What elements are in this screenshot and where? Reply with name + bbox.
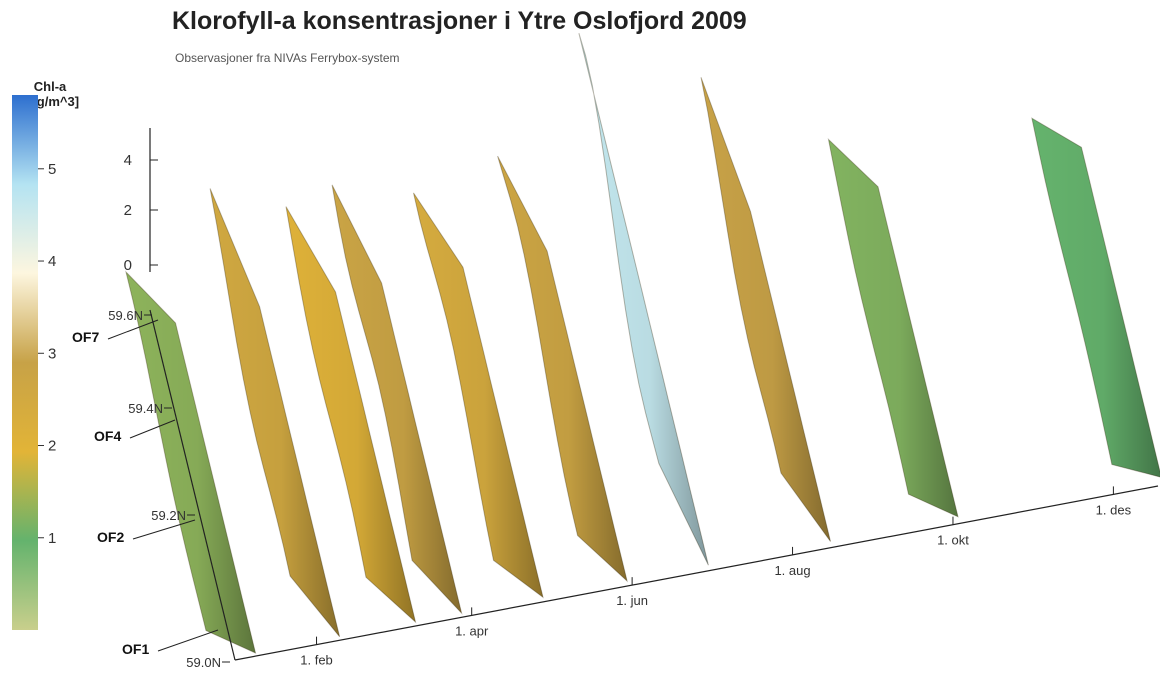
z-axis-tick-label: 2 [124, 202, 132, 219]
axes [149, 128, 1159, 661]
z-axis-tick-label: 4 [124, 152, 132, 169]
station-label: OF2 [97, 529, 124, 545]
surface-ridge-shade [286, 206, 416, 622]
colorbar-tick-label: 5 [48, 161, 56, 178]
surface-ridge-shade [497, 156, 628, 581]
latitude-tick-label: 59.0N [186, 655, 221, 670]
time-tick-label: 1. jun [616, 593, 648, 608]
chart-title: Klorofyll-a konsentrasjoner i Ytre Oslof… [172, 7, 747, 35]
time-tick-label: 1. apr [455, 623, 489, 638]
colorbar-tick-label: 2 [48, 438, 56, 455]
station-leader-line [129, 419, 176, 439]
time-tick-label: 1. feb [300, 653, 333, 668]
time-tick-label: 1. aug [774, 563, 810, 578]
surface-ridge-shade [332, 184, 462, 614]
time-tick-label: 1. okt [937, 533, 969, 548]
surface-ridge-shade [701, 77, 831, 542]
colorbar-tick-label: 3 [48, 345, 56, 362]
surface-plot [125, 33, 1160, 654]
surface-ridge-shade [126, 272, 256, 653]
station-leader-line [107, 319, 159, 340]
latitude-tick-label: 59.6N [108, 308, 143, 323]
station-label: OF4 [94, 428, 121, 444]
surface-ridge-shade [210, 188, 340, 637]
colorbar-ticks: 1 2 3 4 5 [38, 161, 56, 547]
colorbar-tick-label: 1 [48, 530, 56, 547]
station-label: OF7 [72, 329, 99, 345]
time-tick-label: 1. des [1096, 502, 1132, 517]
time-axis-ticks: 1. feb 1. apr 1. jun 1. aug 1. okt 1. des [300, 486, 1132, 668]
surface-ridge-shade [828, 139, 958, 517]
z-axis-tick-label: 0 [124, 257, 132, 274]
station-leader-line [157, 629, 219, 652]
station-labels: OF1 OF2 OF4 OF7 [72, 319, 219, 657]
colorbar-title-line1: Chl-a [34, 79, 67, 94]
station-leader-line [132, 519, 196, 540]
chart-subtitle: Observasjoner fra NIVAs Ferrybox-system [175, 51, 400, 65]
surface-ridge-shade [578, 33, 709, 566]
colorbar-tick-label: 4 [48, 253, 56, 270]
latitude-axis-ticks: 59.0N 59.2N 59.4N 59.6N [108, 308, 230, 670]
latitude-tick-label: 59.4N [128, 401, 163, 416]
surface-ridge-shade [413, 192, 543, 598]
station-label: OF1 [122, 641, 149, 657]
latitude-tick-label: 59.2N [151, 508, 186, 523]
latitude-axis-line [149, 309, 236, 661]
colorbar-gradient [12, 95, 38, 630]
z-axis-ticks: 0 2 4 [124, 152, 158, 274]
time-axis-line [234, 485, 1159, 661]
surface-ridge-shade [1031, 118, 1160, 477]
